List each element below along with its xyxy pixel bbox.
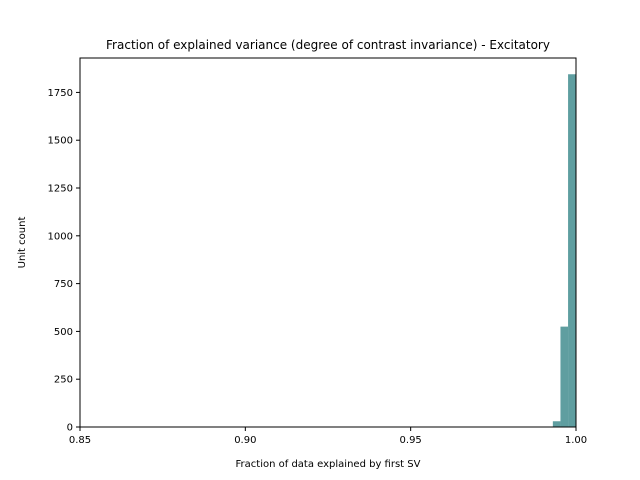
y-tick-label-2: 500 — [54, 327, 73, 338]
y-axis-label: Unit count — [17, 217, 28, 269]
x-axis-label: Fraction of data explained by first SV — [236, 459, 421, 470]
y-tick-label-3: 750 — [54, 279, 73, 290]
histogram-bars — [552, 74, 576, 427]
x-tick-label-2: 0.95 — [400, 435, 422, 446]
chart-title: Fraction of explained variance (degree o… — [106, 38, 550, 52]
y-tick-label-0: 0 — [67, 423, 73, 434]
y-axis-ticks: 0 250 500 750 1000 1250 1500 1750 — [48, 88, 80, 434]
plot-frame — [79, 57, 577, 428]
y-tick-label-5: 1250 — [48, 184, 73, 195]
y-tick-label-1: 250 — [54, 375, 73, 386]
y-tick-label-7: 1750 — [48, 88, 73, 99]
y-tick-label-6: 1500 — [48, 136, 73, 147]
x-tick-label-1: 0.90 — [234, 435, 256, 446]
histogram-bar-2 — [568, 74, 576, 427]
histogram-bar-1 — [560, 326, 569, 427]
x-tick-label-3: 1.00 — [565, 435, 587, 446]
y-tick-label-4: 1000 — [48, 231, 73, 242]
histogram-bar-0 — [552, 421, 561, 427]
x-axis-ticks: 0.85 0.90 0.95 1.00 — [69, 427, 587, 446]
x-tick-label-0: 0.85 — [69, 435, 91, 446]
